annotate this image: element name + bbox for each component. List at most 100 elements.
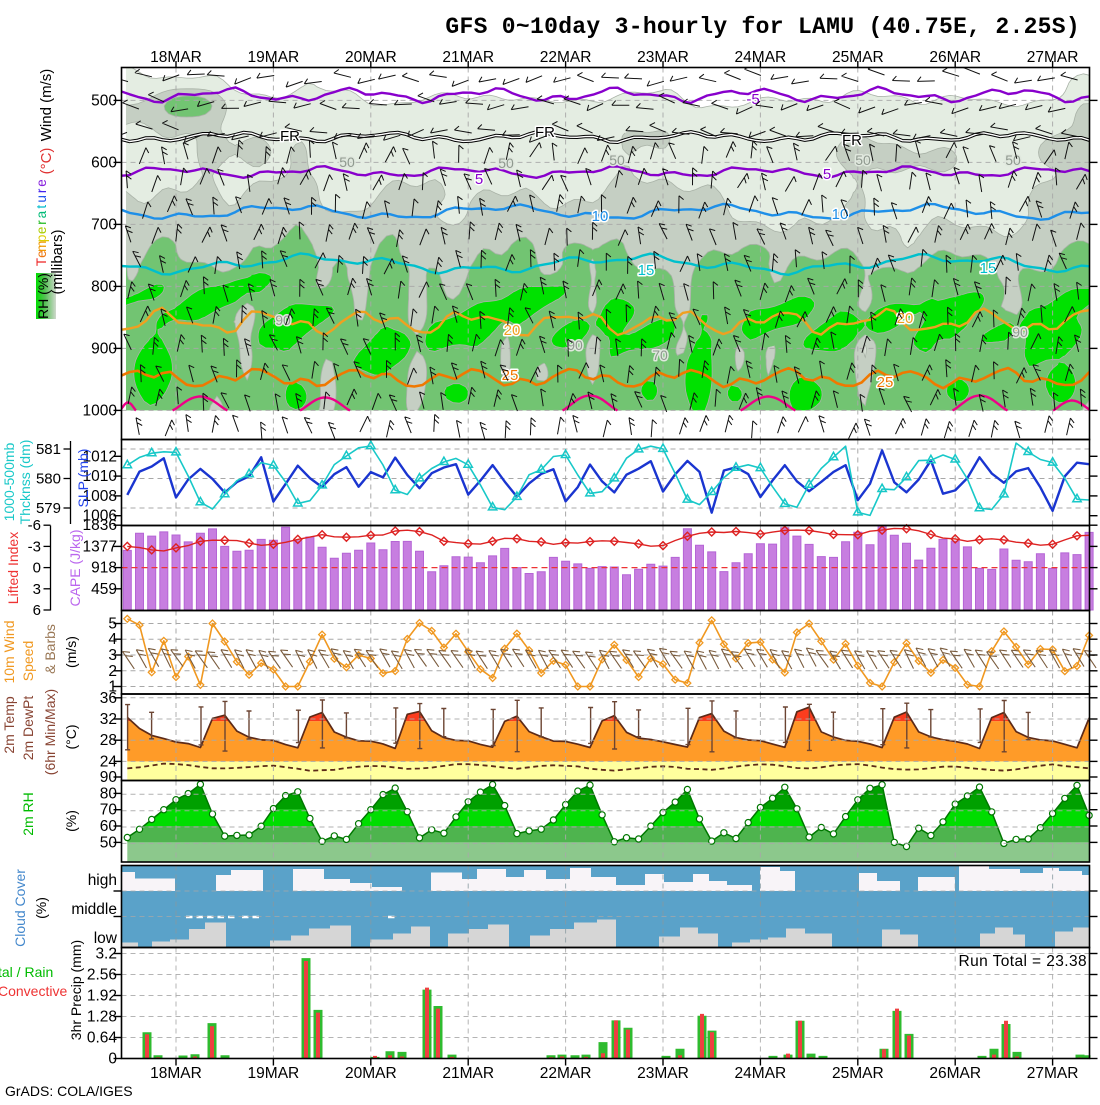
svg-text:CAPE (J/kg): CAPE (J/kg) [67,529,83,606]
svg-text:middle: middle [71,901,117,918]
svg-text:50: 50 [1005,152,1021,168]
svg-text:FR: FR [842,132,862,149]
svg-text:GrADS: COLA/IGES: GrADS: COLA/IGES [5,1083,133,1099]
svg-text:(6hr Min/Max): (6hr Min/Max) [42,689,58,775]
svg-text:RH (%): RH (%) [35,273,51,319]
svg-text:581: 581 [36,441,61,458]
svg-text:SLP (mb): SLP (mb) [75,449,91,508]
svg-text:20: 20 [504,322,521,339]
svg-text:10m Wind: 10m Wind [1,620,17,683]
svg-text:e: e [34,250,49,258]
svg-text:28: 28 [100,732,117,749]
svg-text:70: 70 [100,802,118,819]
svg-text:90: 90 [1012,324,1028,340]
svg-text:900: 900 [91,340,117,357]
svg-text:3: 3 [108,647,117,664]
svg-text:19MAR: 19MAR [248,49,300,66]
svg-text:Run Total = 23.38: Run Total = 23.38 [959,953,1087,970]
svg-text:5: 5 [475,171,483,188]
svg-text:24MAR: 24MAR [735,49,787,66]
svg-text:1.28: 1.28 [87,1009,117,1026]
svg-text:0: 0 [33,560,41,577]
svg-text:FR: FR [280,128,300,145]
svg-text:50: 50 [609,152,625,168]
svg-text:e: e [34,227,49,235]
svg-text:19MAR: 19MAR [248,1065,300,1082]
svg-text:50: 50 [855,152,871,168]
svg-text:0: 0 [108,1051,117,1068]
svg-text:(m/s): (m/s) [63,636,79,668]
svg-text:2m DewPt: 2m DewPt [20,696,36,761]
svg-text:& Barbs: & Barbs [42,624,58,674]
svg-text:32: 32 [100,711,117,728]
svg-text:-3: -3 [28,538,41,555]
svg-text:23MAR: 23MAR [637,49,689,66]
svg-text:2m RH: 2m RH [20,792,36,836]
svg-text:p: p [34,235,49,243]
svg-text:5: 5 [823,166,831,183]
svg-text:T: T [34,258,49,266]
svg-text:18MAR: 18MAR [150,49,202,66]
svg-text:15: 15 [980,260,997,277]
svg-text:m: m [34,241,49,252]
svg-text:r: r [34,188,49,193]
svg-text:tal / Rain: tal / Rain [0,964,53,980]
svg-text:e: e [34,179,49,187]
svg-text:Cloud Cover: Cloud Cover [12,869,28,947]
svg-text:1377: 1377 [83,538,117,555]
svg-text:3hr Precip (mm): 3hr Precip (mm) [68,940,84,1040]
svg-text:25MAR: 25MAR [832,49,884,66]
svg-text:10: 10 [592,208,609,225]
svg-text:500: 500 [91,92,117,109]
svg-text:27MAR: 27MAR [1027,1065,1079,1082]
svg-text:10: 10 [832,206,849,223]
svg-text:90: 90 [275,312,291,328]
svg-text:23MAR: 23MAR [637,1065,689,1082]
svg-text:u: u [34,195,49,203]
svg-text:r: r [34,220,49,225]
svg-text:1000: 1000 [83,402,118,419]
svg-text:80: 80 [100,785,118,802]
svg-text:18MAR: 18MAR [150,1065,202,1082]
svg-text:Wind (m/s): Wind (m/s) [38,69,55,142]
svg-text:27MAR: 27MAR [1027,49,1079,66]
svg-text:20MAR: 20MAR [345,1065,397,1082]
svg-text:15: 15 [638,262,655,279]
svg-text:a: a [34,210,49,218]
svg-text:4: 4 [108,631,117,648]
svg-text:90: 90 [100,769,118,786]
svg-text:(millibars): (millibars) [49,230,66,295]
svg-text:918: 918 [91,560,117,577]
svg-text:Convective: Convective [0,983,67,999]
svg-text:25: 25 [877,374,894,391]
svg-text:24MAR: 24MAR [735,1065,787,1082]
svg-text:1008: 1008 [83,488,117,505]
svg-text:2.56: 2.56 [87,967,117,984]
svg-text:1.92: 1.92 [87,988,117,1005]
svg-text:t: t [34,205,49,209]
svg-text:0.64: 0.64 [87,1030,118,1047]
svg-text:800: 800 [91,278,117,295]
svg-text:50: 50 [339,154,355,170]
svg-text:22MAR: 22MAR [540,1065,592,1082]
svg-text:90: 90 [567,337,583,353]
svg-text:2m Temp: 2m Temp [1,696,17,754]
svg-text:low: low [94,930,118,947]
svg-text:Lifted Index: Lifted Index [5,532,21,604]
svg-text:high: high [88,872,117,889]
svg-text:1012: 1012 [83,448,117,465]
svg-text:50: 50 [100,834,118,851]
svg-text:(°C): (°C) [38,148,55,175]
svg-text:459: 459 [91,581,117,598]
svg-text:70: 70 [652,347,668,363]
svg-text:3.2: 3.2 [95,946,117,963]
svg-text:580: 580 [36,471,61,488]
svg-text:22MAR: 22MAR [540,49,592,66]
svg-text:3: 3 [33,581,41,598]
svg-text:1000-500mb: 1000-500mb [1,442,17,521]
svg-text:5: 5 [108,616,117,633]
svg-text:60: 60 [100,818,118,835]
svg-text:24: 24 [100,753,118,770]
svg-text:21MAR: 21MAR [442,1065,494,1082]
svg-text:700: 700 [91,216,117,233]
